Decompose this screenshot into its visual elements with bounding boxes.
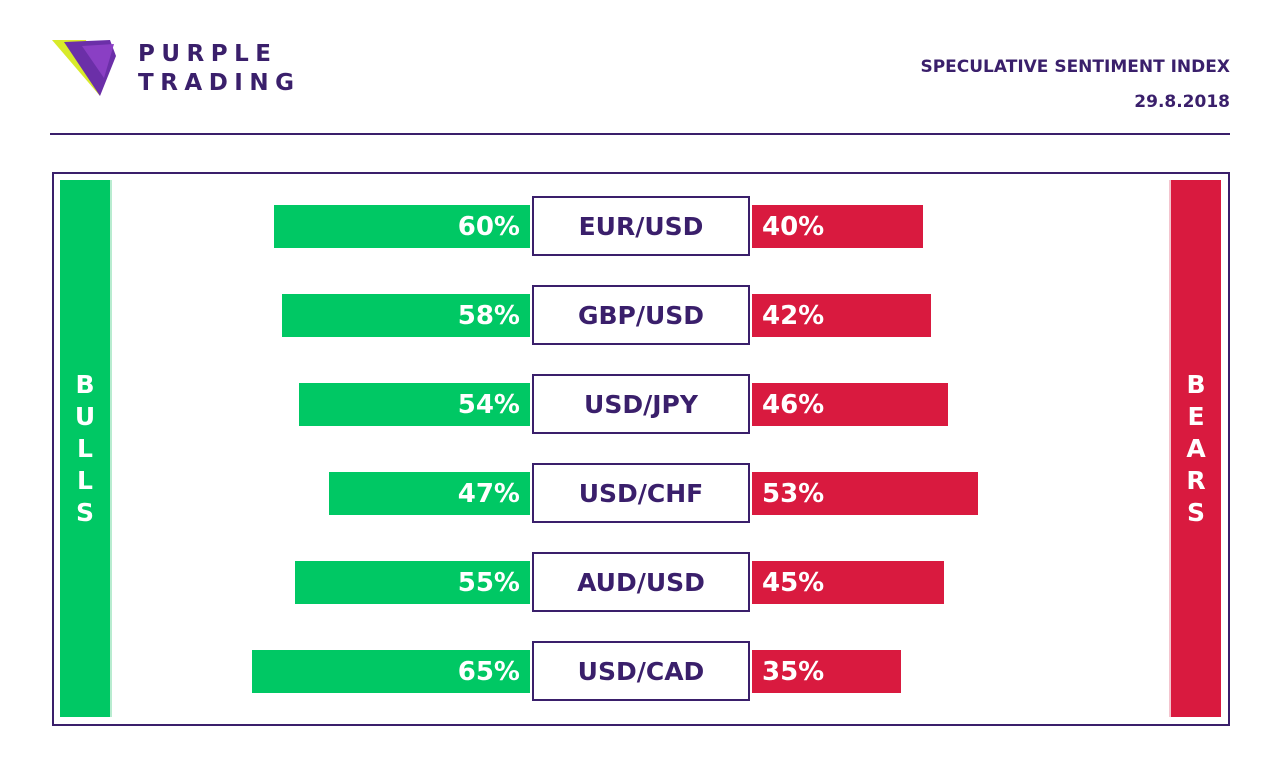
currency-pair-label: USD/CAD: [532, 641, 750, 701]
bears-bar-eur-usd: 40%: [752, 205, 923, 248]
side-label-letter: E: [1187, 401, 1205, 431]
bears-separator: [1169, 180, 1171, 717]
side-label-letter: B: [75, 369, 95, 399]
side-label-letter: A: [1186, 433, 1206, 463]
bulls-bar-gbp-usd: 58%: [282, 294, 530, 337]
header-divider: [50, 133, 1230, 135]
brand-logo: PURPLE TRADING: [52, 40, 312, 100]
chart-frame: [52, 172, 1230, 726]
bulls-bar-usd-jpy: 54%: [299, 383, 530, 426]
side-label-letter: L: [77, 433, 93, 463]
brand-line-1: PURPLE: [138, 41, 278, 67]
bears-bar-gbp-usd: 42%: [752, 294, 932, 337]
side-label-letter: R: [1186, 465, 1206, 495]
bulls-bar-aud-usd: 55%: [295, 561, 530, 604]
bears-bar-usd-jpy: 46%: [752, 383, 949, 426]
brand-name: PURPLE TRADING: [138, 40, 300, 98]
bears-bar-usd-cad: 35%: [752, 650, 902, 693]
bears-bar-usd-chf: 53%: [752, 472, 979, 515]
currency-pair-label: USD/JPY: [532, 374, 750, 434]
side-label-letter: S: [75, 497, 94, 527]
currency-pair-label: GBP/USD: [532, 285, 750, 345]
side-label-letter: L: [77, 465, 93, 495]
bulls-bar-eur-usd: 60%: [273, 205, 530, 248]
currency-pair-label: USD/CHF: [532, 463, 750, 523]
bulls-bar-usd-chf: 47%: [329, 472, 530, 515]
page-title: SPECULATIVE SENTIMENT INDEX: [920, 57, 1230, 77]
side-label-letter: B: [1186, 369, 1206, 399]
bulls-separator: [110, 180, 112, 717]
purple-trading-logo-icon: [52, 40, 116, 96]
side-label-letter: S: [1186, 497, 1205, 527]
bulls-bar-usd-cad: 65%: [252, 650, 530, 693]
currency-pair-label: AUD/USD: [532, 552, 750, 612]
brand-line-2: TRADING: [138, 70, 301, 96]
side-label-letter: U: [74, 401, 96, 431]
report-date: 29.8.2018: [1134, 92, 1230, 112]
currency-pair-label: EUR/USD: [532, 196, 750, 256]
bears-bar-aud-usd: 45%: [752, 561, 945, 604]
